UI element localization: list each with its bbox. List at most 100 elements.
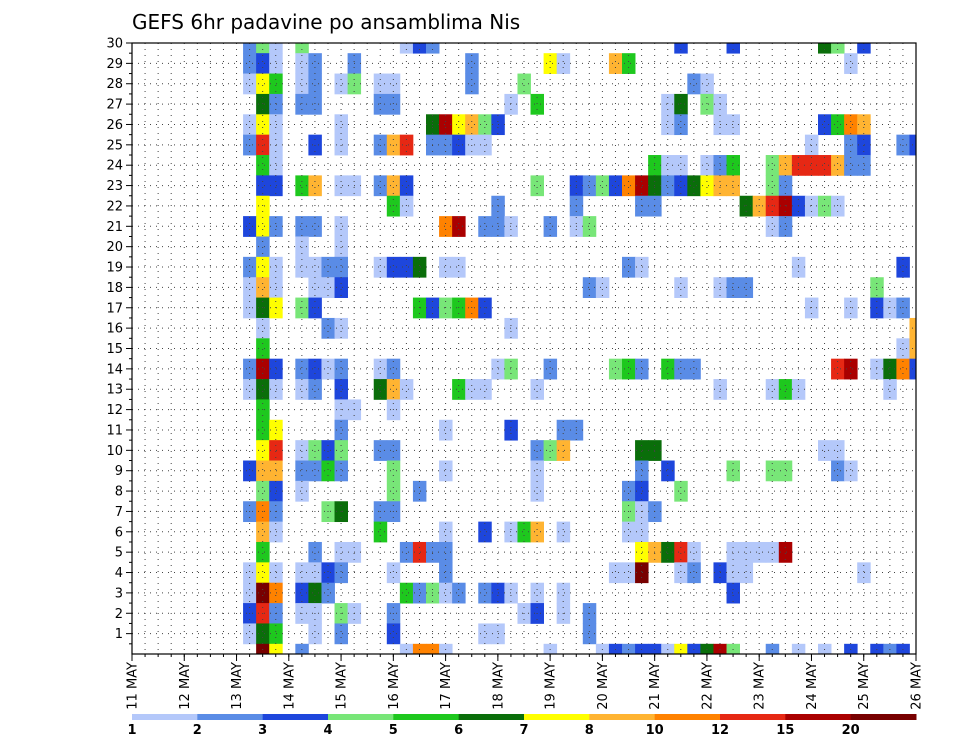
heatmap-cell <box>256 460 270 482</box>
heatmap-cell <box>661 358 675 380</box>
heatmap-cell <box>635 480 649 502</box>
heatmap-cell <box>818 114 832 136</box>
heatmap-cell <box>439 216 453 237</box>
heatmap-cell <box>308 460 322 482</box>
heatmap-cell <box>530 460 544 482</box>
heatmap-cell <box>818 43 832 54</box>
heatmap-cell <box>308 379 322 400</box>
y-tick-label: 4 <box>115 566 123 581</box>
heatmap-cell <box>256 256 270 278</box>
heatmap-cell <box>752 195 767 217</box>
heatmap-cell <box>295 562 309 584</box>
colorbar-label: 6 <box>454 723 463 738</box>
heatmap-cell <box>386 562 401 584</box>
heatmap-cell <box>269 277 283 298</box>
heatmap-cell <box>256 53 270 74</box>
heatmap-cell <box>412 541 427 563</box>
y-axis: 1234567891011121314151617181920212223242… <box>106 37 132 645</box>
heatmap-cell <box>687 358 701 380</box>
heatmap-cell <box>896 338 910 360</box>
x-tick-label: 23 MAY <box>753 662 768 710</box>
x-tick-label: 25 MAY <box>857 662 872 710</box>
heatmap-cell <box>256 582 270 604</box>
heatmap-cell <box>269 256 283 278</box>
heatmap-cell <box>334 358 348 380</box>
heatmap-cell <box>308 216 322 237</box>
heatmap-cell <box>726 460 740 482</box>
heatmap-cell <box>269 73 283 95</box>
colorbar-label: 1 <box>127 723 136 738</box>
colorbar-swatch <box>328 714 394 720</box>
heatmap-cell <box>334 623 348 645</box>
heatmap-cell <box>243 460 257 482</box>
heatmap-cell <box>386 358 401 380</box>
heatmap-cell <box>726 541 740 563</box>
heatmap-cell <box>373 256 388 278</box>
heatmap-cell <box>321 440 335 461</box>
y-tick-label: 23 <box>106 179 123 194</box>
heatmap-cell <box>256 338 270 360</box>
heatmap-cell <box>269 419 283 441</box>
heatmap-cell <box>582 175 597 197</box>
heatmap-cell <box>543 53 558 74</box>
heatmap-cell <box>831 460 845 482</box>
heatmap-cell <box>844 53 858 74</box>
heatmap-cell <box>308 256 322 278</box>
heatmap-cell <box>373 73 388 95</box>
heatmap-cell <box>465 379 479 400</box>
colorbar-swatch <box>132 714 198 720</box>
heatmap-cell <box>334 175 348 197</box>
heatmap-cell <box>295 175 309 197</box>
y-tick-label: 7 <box>115 505 123 520</box>
heatmap-cell <box>530 582 544 604</box>
heatmap-cell <box>334 236 348 258</box>
heatmap-cell <box>478 582 492 604</box>
heatmap-cell <box>439 562 453 584</box>
heatmap-cell <box>687 73 701 95</box>
heatmap-cell <box>478 216 492 237</box>
heatmap-cell <box>334 216 348 237</box>
heatmap-cell <box>269 155 283 176</box>
heatmap-cell <box>439 114 453 136</box>
heatmap-cell <box>399 582 414 604</box>
heatmap-cell <box>674 114 688 136</box>
heatmap-cell <box>295 93 309 115</box>
heatmap-cell <box>295 256 309 278</box>
colorbar-label: 5 <box>389 723 398 738</box>
heatmap-cell <box>321 582 335 604</box>
x-tick-label: 22 MAY <box>700 662 715 710</box>
heatmap-cell <box>870 358 884 380</box>
x-tick-label: 11 MAY <box>126 662 141 710</box>
heatmap-cell <box>726 114 740 136</box>
heatmap-cell <box>622 175 636 197</box>
heatmap-cell <box>739 541 754 563</box>
heatmap-cell <box>256 195 270 217</box>
heatmap-cells <box>243 43 917 655</box>
heatmap-cell <box>831 43 845 54</box>
heatmap-cell <box>556 582 571 604</box>
heatmap-cell <box>295 236 309 258</box>
heatmap-cell <box>386 93 401 115</box>
heatmap-cell <box>399 175 414 197</box>
heatmap-cell <box>831 155 845 176</box>
heatmap-cell <box>478 114 492 136</box>
heatmap-cell <box>765 195 780 217</box>
heatmap-cell <box>243 358 257 380</box>
heatmap-cell <box>465 114 479 136</box>
heatmap-cell <box>478 623 492 645</box>
heatmap-cell <box>243 53 257 74</box>
heatmap-cell <box>870 277 884 298</box>
heatmap-cell <box>452 582 466 604</box>
heatmap-cell <box>622 53 636 74</box>
heatmap-cell <box>844 460 858 482</box>
heatmap-cell <box>386 623 401 645</box>
y-tick-label: 25 <box>106 138 123 153</box>
heatmap-cell <box>661 541 675 563</box>
heatmap-cell <box>439 419 453 441</box>
heatmap-cell <box>739 277 754 298</box>
heatmap-cell <box>504 358 518 380</box>
heatmap-cell <box>269 440 283 461</box>
colorbar-swatch <box>589 714 656 720</box>
heatmap-cell <box>308 358 322 380</box>
